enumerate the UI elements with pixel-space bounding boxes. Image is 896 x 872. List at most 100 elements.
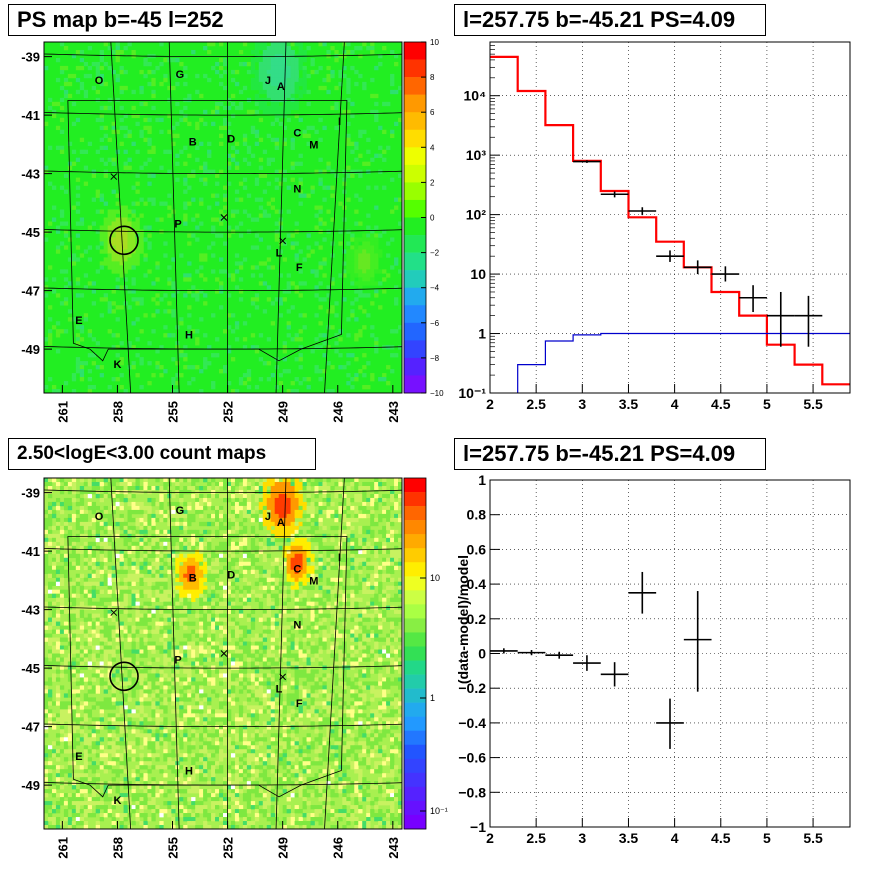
map-pixel: [55, 645, 61, 650]
map-pixel: [187, 501, 192, 507]
map-pixel: [111, 749, 116, 754]
map-pixel: [215, 749, 220, 754]
map-pixel: [258, 57, 264, 63]
map-pixel: [127, 617, 132, 622]
map-pixel: [282, 141, 287, 147]
map-pixel: [226, 561, 232, 567]
map-pixel: [203, 657, 208, 662]
map-pixel: [195, 365, 200, 370]
map-pixel: [310, 189, 315, 194]
map-pixel: [103, 233, 108, 238]
map-pixel: [55, 481, 61, 487]
map-pixel: [262, 721, 268, 726]
map-pixel: [207, 745, 212, 750]
map-pixel: [179, 745, 184, 750]
map-pixel: [51, 385, 57, 390]
map-pixel: [195, 549, 200, 555]
map-pixel: [362, 253, 367, 258]
x-tick-label: 255: [166, 401, 181, 423]
map-pixel: [250, 557, 256, 563]
map-pixel: [171, 57, 176, 63]
map-pixel: [119, 741, 124, 746]
map-pixel: [187, 677, 192, 682]
map-pixel: [119, 681, 124, 686]
map-pixel: [95, 789, 100, 794]
map-pixel: [223, 269, 228, 274]
map-pixel: [294, 377, 299, 382]
map-pixel: [234, 541, 240, 547]
map-pixel: [262, 97, 268, 103]
map-pixel: [342, 53, 347, 59]
map-pixel: [147, 757, 152, 762]
map-pixel: [123, 485, 128, 491]
map-pixel: [207, 529, 212, 535]
map-pixel: [163, 241, 168, 246]
map-pixel: [55, 329, 61, 334]
map-pixel: [123, 261, 128, 266]
map-pixel: [59, 597, 65, 602]
map-pixel: [242, 633, 248, 638]
map-pixel: [258, 261, 264, 266]
map-pixel: [67, 801, 73, 806]
map-pixel: [207, 709, 212, 714]
map-pixel: [107, 725, 112, 730]
map-pixel: [286, 109, 291, 115]
map-pixel: [254, 765, 260, 770]
map-pixel: [111, 805, 116, 810]
map-pixel: [191, 197, 196, 202]
map-pixel: [139, 785, 144, 790]
map-pixel: [71, 797, 77, 802]
map-pixel: [298, 193, 303, 198]
map-pixel: [191, 513, 196, 519]
map-pixel: [238, 769, 244, 774]
map-pixel: [230, 101, 236, 107]
map-pixel: [294, 161, 299, 166]
map-pixel: [203, 761, 208, 766]
map-pixel: [71, 553, 77, 559]
map-pixel: [191, 761, 196, 766]
map-pixel: [254, 49, 260, 55]
map-pixel: [59, 221, 65, 226]
map-pixel: [183, 609, 188, 614]
map-pixel: [211, 521, 216, 527]
map-pixel: [171, 733, 176, 738]
map-pixel: [47, 633, 53, 638]
map-pixel: [63, 801, 69, 806]
map-pixel: [139, 745, 144, 750]
map-pixel: [187, 781, 192, 786]
map-pixel: [179, 617, 184, 622]
map-pixel: [147, 485, 152, 491]
map-pixel: [127, 781, 132, 786]
map-pixel: [143, 653, 148, 658]
map-pixel: [79, 549, 85, 555]
map-pixel: [246, 805, 252, 810]
map-pixel: [223, 517, 228, 523]
map-pixel: [266, 361, 272, 366]
map-pixel: [44, 529, 49, 535]
map-pixel: [358, 249, 363, 254]
map-pixel: [238, 629, 244, 634]
map-pixel: [171, 541, 176, 547]
map-pixel: [47, 593, 53, 598]
map-pixel: [75, 557, 81, 563]
map-pixel: [211, 225, 216, 230]
map-pixel: [44, 557, 49, 563]
map-pixel: [246, 721, 252, 726]
map-pixel: [286, 85, 291, 91]
map-pixel: [135, 573, 140, 579]
map-pixel: [123, 753, 128, 758]
map-pixel: [203, 677, 208, 682]
map-pixel: [322, 257, 327, 262]
map-pixel: [310, 349, 315, 354]
map-pixel: [274, 209, 279, 214]
map-pixel: [59, 801, 65, 806]
map-pixel: [270, 57, 276, 63]
map-pixel: [270, 205, 276, 210]
map-pixel: [115, 261, 120, 266]
map-pixel: [99, 57, 104, 63]
map-pixel: [87, 141, 93, 147]
map-pixel: [139, 89, 144, 95]
colorbar-tick-label: 10: [430, 38, 439, 47]
map-pixel: [75, 177, 81, 182]
map-pixel: [159, 365, 164, 370]
